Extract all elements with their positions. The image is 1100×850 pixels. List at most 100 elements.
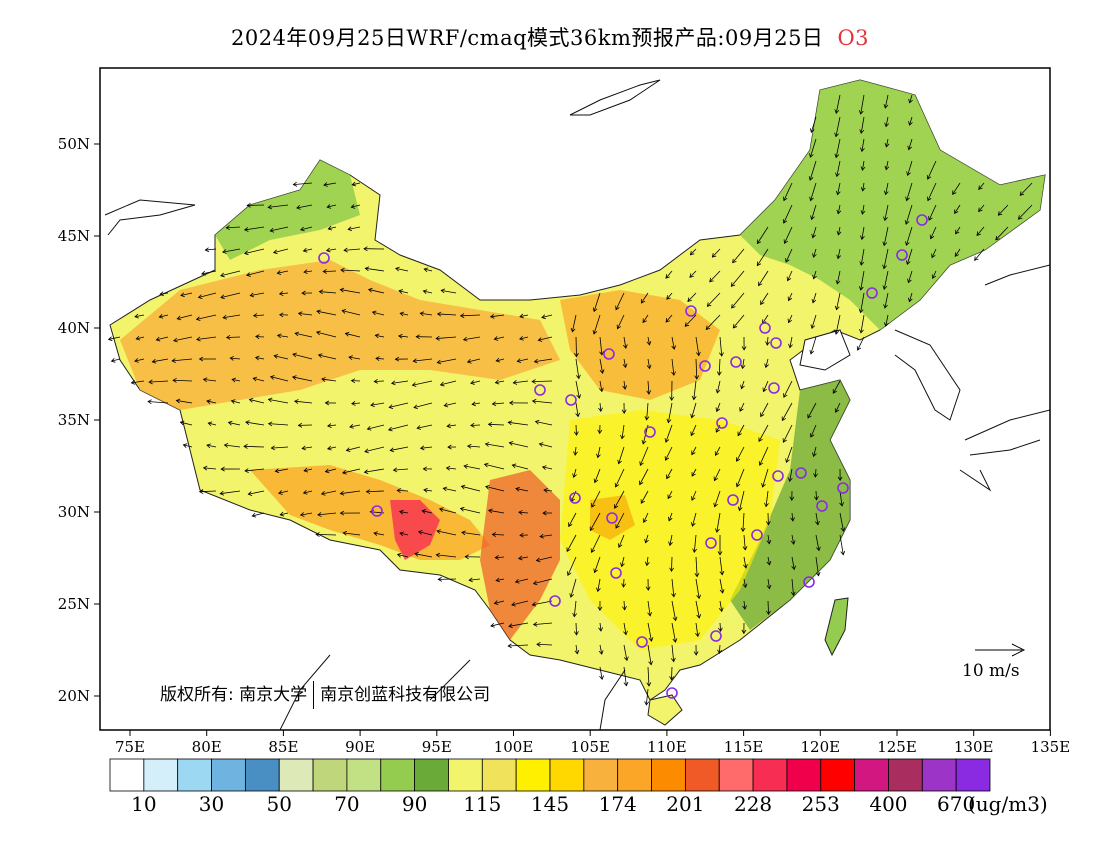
- wind-arrow: [252, 313, 265, 318]
- copyright-separator: [313, 681, 315, 709]
- high-o3-central: [560, 290, 720, 400]
- wind-arrow: [735, 446, 745, 462]
- wind-arrow: [511, 600, 529, 607]
- wind-arrow: [538, 442, 553, 448]
- wind-arrow: [423, 267, 433, 273]
- wind-arrow: [620, 556, 625, 568]
- wind-arrow: [742, 534, 748, 551]
- wind-arrow: [905, 248, 913, 266]
- title-text: 2024年09月25日WRF/cmaq模式36km预报产品:09月25日: [230, 26, 824, 50]
- legend-label: 50: [266, 792, 292, 816]
- wind-arrow: [815, 512, 820, 526]
- wind-arrow: [198, 489, 217, 494]
- wind-arrow: [107, 336, 121, 342]
- wind-arrow: [713, 490, 721, 508]
- site-marker: [896, 249, 908, 261]
- wind-arrow: [491, 401, 505, 407]
- wind-arrow: [883, 94, 889, 109]
- lon-tick-label: 130E: [954, 738, 994, 756]
- wind-arrow: [765, 512, 771, 526]
- wind-arrow: [742, 600, 747, 610]
- wind-arrow: [615, 292, 625, 311]
- wind-arrow: [812, 270, 817, 280]
- wind-arrow: [317, 353, 337, 360]
- wind-arrow: [717, 534, 723, 556]
- wind-arrow: [171, 358, 193, 363]
- wind-arrow: [714, 512, 721, 533]
- wind-arrow: [684, 314, 697, 327]
- wind-arrow: [445, 465, 457, 471]
- coastline-north: [104, 79, 661, 236]
- site-marker: [759, 322, 771, 334]
- lon-tick-label: 75E: [115, 738, 145, 756]
- wind-arrow: [809, 138, 817, 158]
- wind-arrow: [882, 226, 889, 247]
- wind-arrow: [671, 600, 678, 622]
- wind-arrow: [882, 248, 889, 270]
- wind-arrow: [834, 402, 841, 413]
- wind-arrow: [278, 291, 289, 296]
- wind-arrow: [837, 468, 843, 482]
- wind-arrow: [781, 402, 793, 422]
- taiwan: [824, 597, 849, 657]
- wind-arrow: [414, 551, 433, 558]
- wind-arrow: [489, 313, 505, 319]
- wind-arrow: [415, 334, 433, 340]
- wind-arrow: [782, 424, 793, 443]
- wind-arrow: [931, 248, 937, 259]
- wind-arrow: [110, 358, 121, 363]
- wind-arrow: [812, 248, 817, 258]
- lon-tick-label: 120E: [801, 738, 841, 756]
- wind-arrow: [860, 204, 866, 215]
- wind-arrow: [955, 226, 961, 235]
- wind-arrow: [694, 358, 700, 380]
- wind-arrow: [667, 490, 673, 500]
- latitude-axis: 50N 45N 40N 35N 30N 25N 20N: [58, 135, 100, 705]
- wind-arrow: [739, 402, 745, 412]
- wind-arrow: [373, 378, 385, 384]
- map-title: 2024年09月25日WRF/cmaq模式36km预报产品:09月25日 O3: [0, 22, 1100, 52]
- wind-arrow: [834, 292, 841, 311]
- wind-arrow: [278, 490, 289, 495]
- wind-arrow: [254, 355, 265, 361]
- site-marker: [727, 494, 739, 506]
- wind-arrow: [390, 380, 409, 386]
- wind-arrow: [468, 577, 481, 583]
- wind-arrow: [813, 468, 818, 478]
- site-marker: [768, 382, 780, 394]
- legend-label: 400: [869, 792, 908, 816]
- wind-arrow: [787, 292, 793, 302]
- wind-arrow: [735, 468, 745, 488]
- wind-arrow: [398, 333, 409, 339]
- wind-arrow: [694, 556, 700, 578]
- wind-arrow: [1017, 204, 1033, 220]
- wind-arrow: [294, 399, 313, 404]
- wind-arrow: [858, 270, 865, 291]
- wind-arrow: [436, 358, 457, 365]
- lon-tick-label: 135E: [1031, 738, 1071, 756]
- wind-arrow: [639, 446, 649, 466]
- wind-arrow: [536, 642, 553, 647]
- wind-arrow: [670, 644, 676, 663]
- wind-arrow: [760, 292, 769, 306]
- wind-arrow: [785, 248, 793, 263]
- wind-arrow: [691, 380, 697, 401]
- wind-arrow: [834, 138, 841, 159]
- wind-arrow: [695, 600, 702, 619]
- wind-arrow: [447, 444, 457, 450]
- wind-arrow: [671, 336, 677, 350]
- copyright-notice: 版权所有: 南京大学 南京创蓝科技有限公司: [160, 680, 490, 709]
- monitoring-sites: [318, 214, 928, 699]
- wind-arrow: [439, 380, 457, 387]
- wind-arrow: [906, 160, 913, 177]
- wind-arrow: [646, 666, 652, 687]
- wind-arrow: [416, 424, 433, 430]
- lon-tick-label: 85E: [268, 738, 298, 756]
- wind-arrow: [974, 248, 985, 261]
- wind-arrow: [411, 380, 433, 387]
- wind-arrow: [327, 225, 337, 231]
- wind-arrow: [928, 204, 937, 221]
- wind-arrow: [326, 204, 337, 209]
- wind-arrow: [731, 292, 745, 309]
- wind-arrow: [251, 512, 265, 518]
